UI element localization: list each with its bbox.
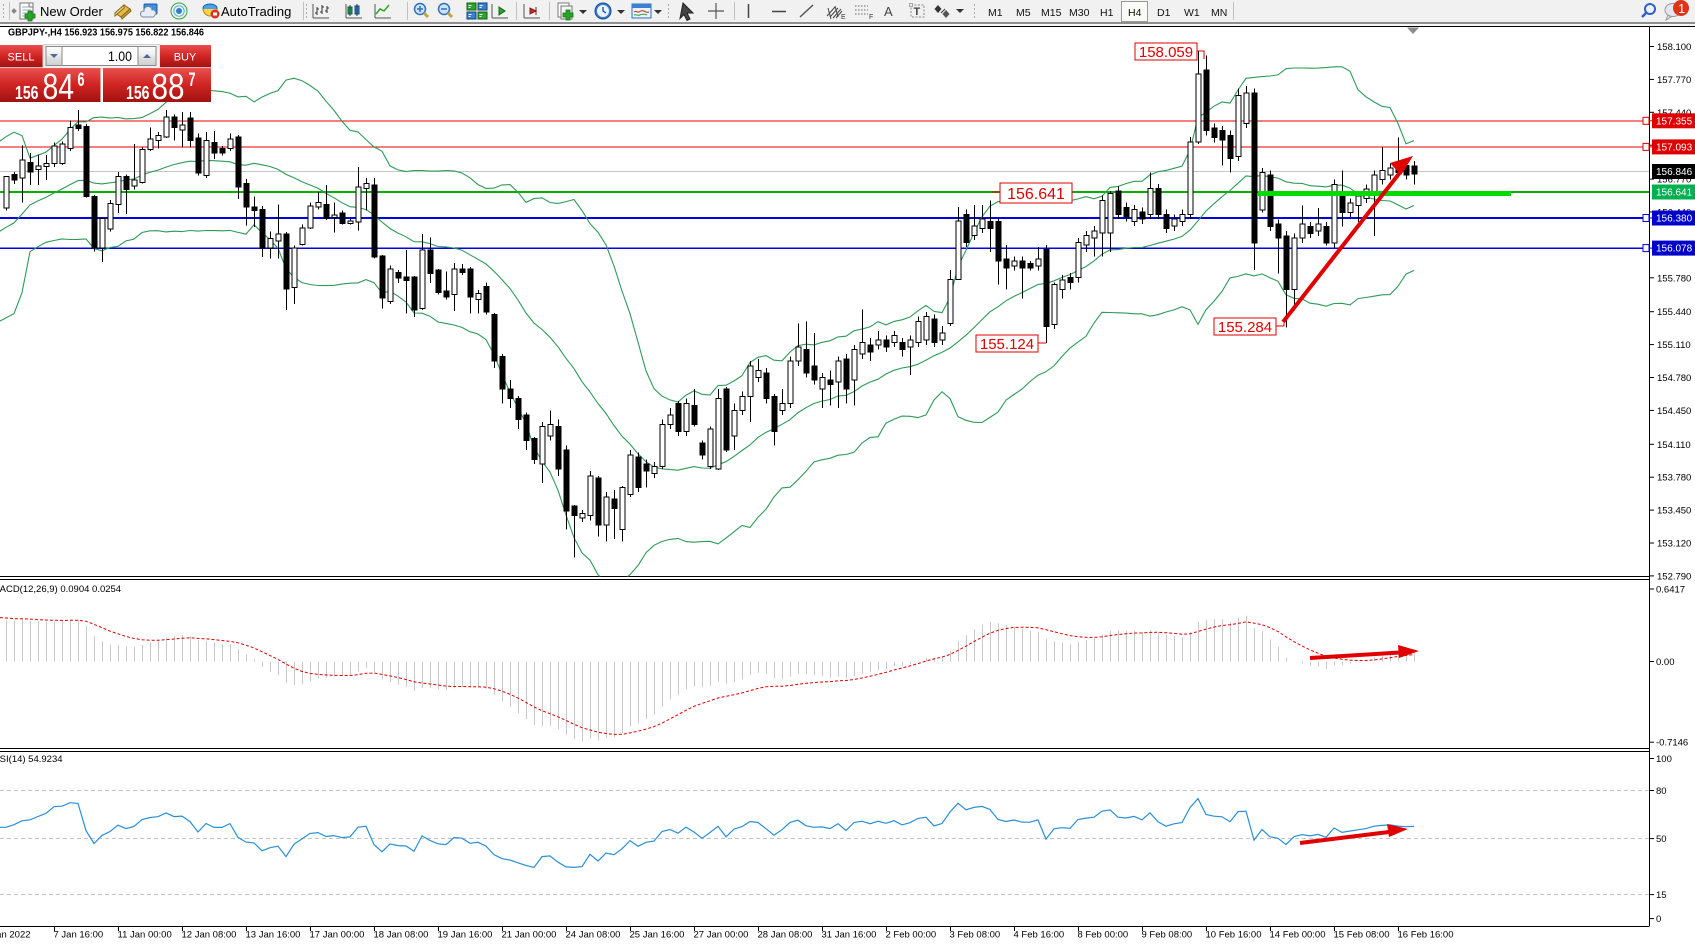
svg-text:28 Jan 08:00: 28 Jan 08:00 — [758, 930, 813, 941]
svg-text:7: 7 — [189, 70, 196, 91]
svg-text:A: A — [884, 4, 893, 19]
svg-text:12 Jan 08:00: 12 Jan 08:00 — [182, 930, 237, 941]
svg-text:14 Feb 00:00: 14 Feb 00:00 — [1270, 930, 1326, 941]
svg-text:W1: W1 — [1184, 7, 1200, 19]
svg-text:15: 15 — [1656, 890, 1667, 901]
svg-text:157.355: 157.355 — [1656, 116, 1693, 127]
svg-text:156: 156 — [15, 83, 39, 103]
svg-text:1: 1 — [1678, 1, 1685, 16]
svg-text:H1: H1 — [1100, 7, 1114, 19]
svg-text:BUY: BUY — [174, 52, 197, 64]
svg-text:10 Feb 16:00: 10 Feb 16:00 — [1206, 930, 1262, 941]
svg-text:SELL: SELL — [8, 52, 35, 64]
svg-text:7 Jan 16:00: 7 Jan 16:00 — [54, 930, 104, 941]
svg-text:155.110: 155.110 — [1657, 340, 1691, 351]
svg-text:154.780: 154.780 — [1657, 373, 1691, 384]
svg-text:158.059: 158.059 — [1139, 44, 1193, 61]
svg-text:11 Jan 00:00: 11 Jan 00:00 — [118, 930, 172, 941]
svg-text:154.110: 154.110 — [1657, 440, 1691, 451]
svg-text:156.641: 156.641 — [1656, 188, 1693, 199]
svg-text:0.6417: 0.6417 — [1656, 585, 1685, 596]
svg-text:15 Feb 08:00: 15 Feb 08:00 — [1334, 930, 1390, 941]
svg-text:25 Jan 16:00: 25 Jan 16:00 — [630, 930, 685, 941]
svg-text:24 Jan 08:00: 24 Jan 08:00 — [566, 930, 621, 941]
svg-text:4 Feb 16:00: 4 Feb 16:00 — [1014, 930, 1065, 941]
svg-text:New Order: New Order — [40, 4, 104, 19]
svg-text:155.780: 155.780 — [1657, 273, 1691, 284]
svg-text:3 Feb 08:00: 3 Feb 08:00 — [950, 930, 1001, 941]
svg-text:153.450: 153.450 — [1657, 506, 1691, 517]
svg-text:157.770: 157.770 — [1657, 75, 1691, 86]
svg-text:RSI(14) 54.9234: RSI(14) 54.9234 — [0, 754, 63, 765]
svg-text:6: 6 — [78, 70, 85, 91]
svg-text:M1: M1 — [988, 7, 1003, 19]
svg-text:1.00: 1.00 — [108, 48, 132, 64]
svg-text:19 Jan 16:00: 19 Jan 16:00 — [438, 930, 493, 941]
svg-text:27 Jan 00:00: 27 Jan 00:00 — [694, 930, 749, 941]
svg-text:156.770: 156.770 — [1657, 175, 1691, 186]
svg-text:D1: D1 — [1157, 7, 1171, 19]
svg-text:156.641: 156.641 — [1007, 186, 1065, 203]
svg-text:50: 50 — [1656, 834, 1667, 845]
svg-text:157.093: 157.093 — [1656, 142, 1693, 153]
svg-text:18 Jan 08:00: 18 Jan 08:00 — [374, 930, 429, 941]
svg-text:156.846: 156.846 — [1656, 167, 1693, 178]
svg-text:153.780: 153.780 — [1657, 473, 1691, 484]
svg-text:156.380: 156.380 — [1656, 214, 1693, 225]
svg-text:84: 84 — [43, 66, 75, 107]
svg-text:E: E — [841, 14, 846, 21]
svg-text:88: 88 — [152, 66, 185, 107]
svg-text:21 Jan 00:00: 21 Jan 00:00 — [502, 930, 557, 941]
svg-text:155.284: 155.284 — [1218, 319, 1272, 336]
svg-text:M15: M15 — [1041, 7, 1062, 19]
svg-text:4 Jan 2022: 4 Jan 2022 — [0, 930, 31, 941]
svg-text:2 Feb 00:00: 2 Feb 00:00 — [886, 930, 937, 941]
svg-text:156: 156 — [126, 83, 150, 103]
svg-text:16 Feb 16:00: 16 Feb 16:00 — [1398, 930, 1454, 941]
svg-text:MN: MN — [1211, 7, 1227, 19]
svg-text:156.078: 156.078 — [1656, 244, 1693, 255]
svg-text:13 Jan 16:00: 13 Jan 16:00 — [246, 930, 301, 941]
svg-text:100: 100 — [1656, 754, 1672, 765]
svg-text:M5: M5 — [1016, 7, 1031, 19]
svg-text:AutoTrading: AutoTrading — [221, 4, 291, 19]
svg-text:154.450: 154.450 — [1657, 406, 1691, 417]
svg-text:8 Feb 00:00: 8 Feb 00:00 — [1078, 930, 1129, 941]
svg-text:0.00: 0.00 — [1656, 657, 1675, 668]
svg-text:17 Jan 00:00: 17 Jan 00:00 — [310, 930, 365, 941]
svg-text:153.120: 153.120 — [1657, 539, 1691, 550]
svg-text:T: T — [914, 6, 921, 18]
svg-text:9 Feb 08:00: 9 Feb 08:00 — [1142, 930, 1193, 941]
svg-text:F: F — [869, 14, 873, 21]
svg-text:GBPJPY-,H4 156.923 156.975 15: GBPJPY-,H4 156.923 156.975 156.822 156.8… — [8, 27, 204, 39]
svg-text:-0.7146: -0.7146 — [1656, 738, 1688, 749]
svg-text:H4: H4 — [1128, 7, 1142, 19]
svg-text:80: 80 — [1656, 786, 1667, 797]
svg-text:31 Jan 16:00: 31 Jan 16:00 — [822, 930, 877, 941]
svg-text:152.790: 152.790 — [1657, 571, 1691, 582]
svg-text:M30: M30 — [1069, 7, 1090, 19]
svg-text:158.100: 158.100 — [1657, 42, 1691, 53]
svg-text:155.440: 155.440 — [1657, 307, 1691, 318]
svg-text:155.124: 155.124 — [980, 336, 1034, 353]
svg-text:0: 0 — [1656, 914, 1661, 925]
svg-text:MACD(12,26,9) 0.0904 0.0254: MACD(12,26,9) 0.0904 0.0254 — [0, 584, 121, 595]
